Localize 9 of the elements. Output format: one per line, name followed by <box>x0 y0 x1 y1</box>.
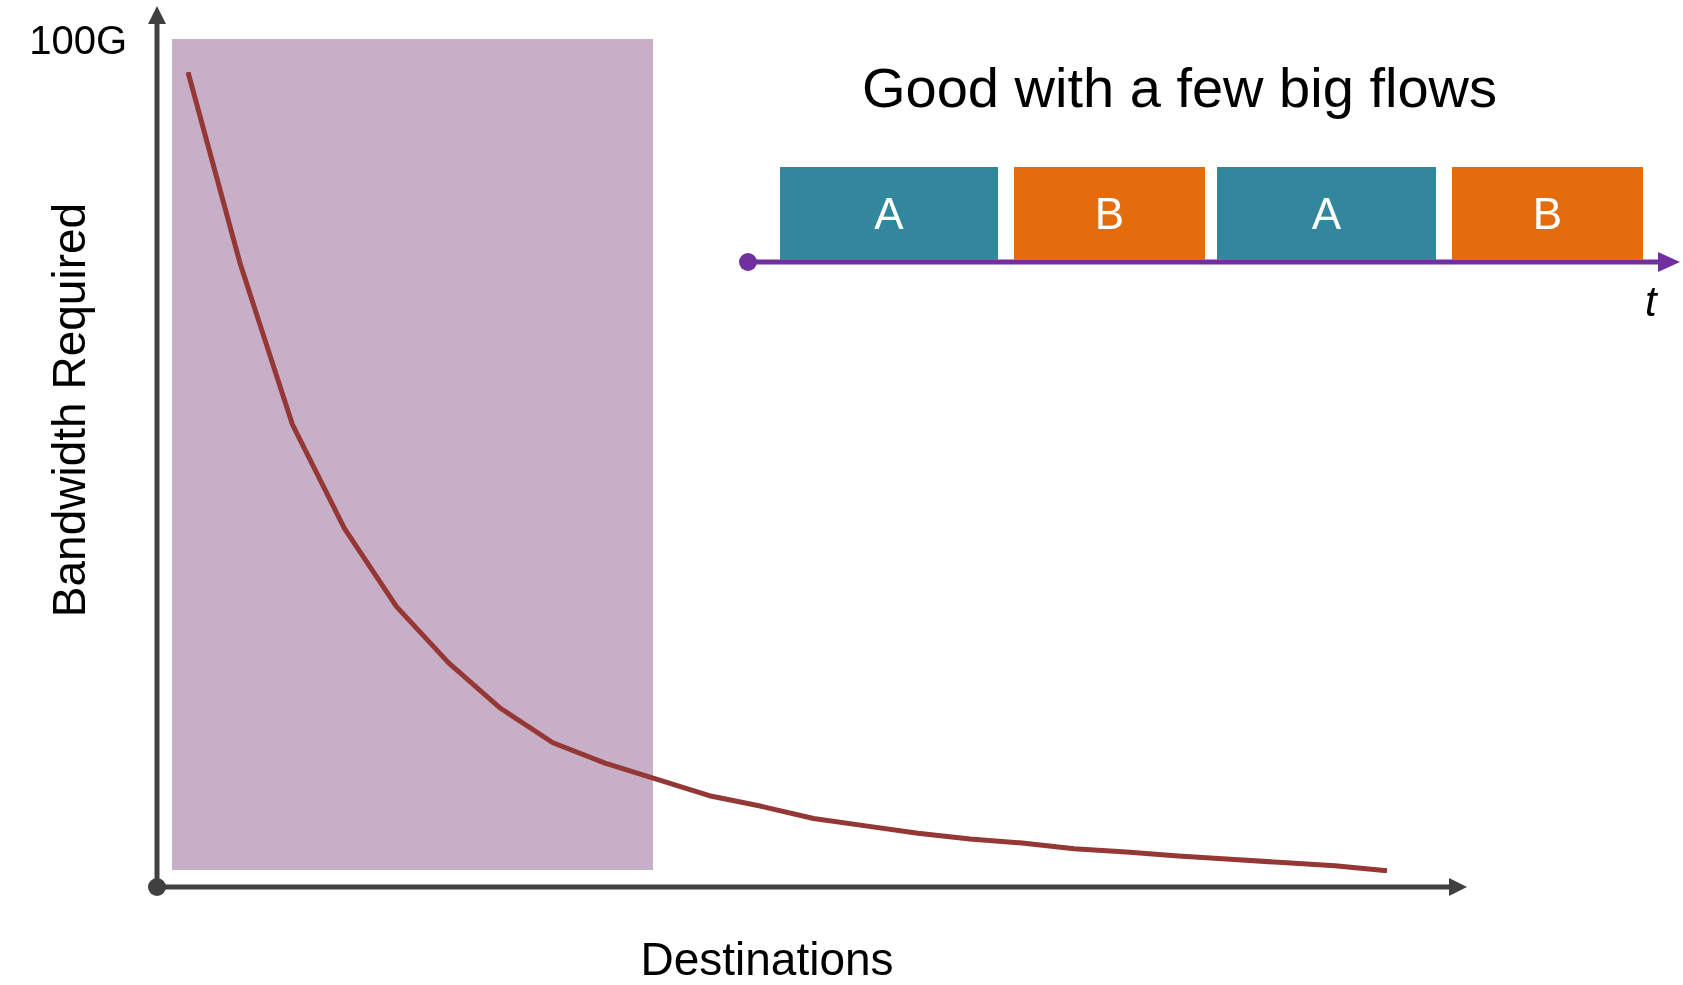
time-slot-box: B <box>1452 167 1643 260</box>
x-axis-title: Destinations <box>640 932 894 985</box>
y-axis-title: Bandwidth Required <box>42 202 95 618</box>
time-slot-box: A <box>780 167 998 260</box>
text: 100G <box>29 18 127 63</box>
time-slot-box: A <box>1217 167 1436 260</box>
time-slot-box: B <box>1014 167 1205 260</box>
text: t <box>1645 278 1657 326</box>
annotation: Good with a few big flows <box>862 55 1497 120</box>
